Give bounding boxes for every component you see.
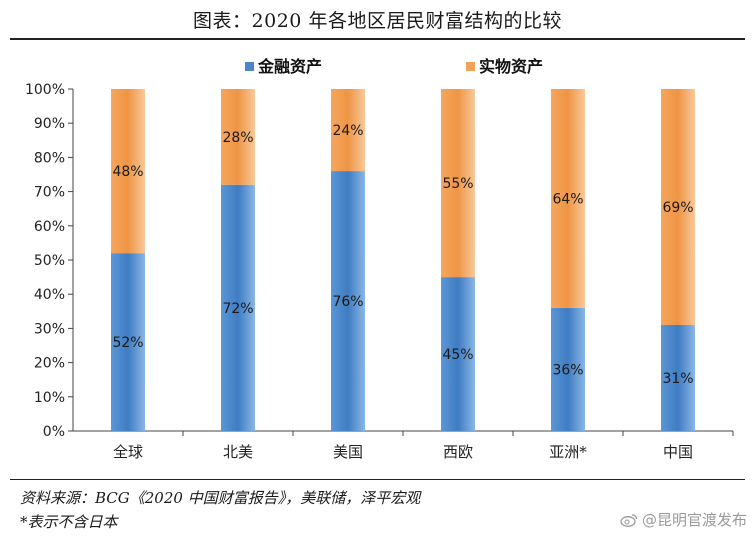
footnote: *表示不含日本 bbox=[20, 513, 118, 531]
legend-swatch bbox=[245, 62, 254, 71]
bar-physical bbox=[551, 89, 585, 308]
bar-physical bbox=[441, 89, 475, 278]
data-label: 28% bbox=[222, 130, 253, 146]
bar-financial bbox=[551, 307, 585, 431]
bar-financial bbox=[661, 324, 695, 431]
bar-physical bbox=[221, 89, 255, 185]
y-tick-label: 40% bbox=[34, 287, 65, 303]
x-tick-label: 西欧 bbox=[443, 443, 473, 461]
y-tick-label: 20% bbox=[34, 356, 65, 372]
y-tick-label: 10% bbox=[34, 390, 65, 406]
bar-financial bbox=[331, 171, 365, 431]
source-note: 资料来源：BCG《2020 中国财富报告》，美联储，泽平宏观 bbox=[20, 489, 421, 507]
bars: 52% 48% 72% 28% 76% 24% 45% 55% 36% 64% 31% 69% bbox=[111, 89, 695, 431]
data-label: 76% bbox=[332, 294, 363, 310]
title-rule bbox=[10, 38, 745, 40]
y-tick-label: 70% bbox=[34, 185, 65, 201]
data-label: 45% bbox=[442, 347, 473, 363]
bar-physical bbox=[111, 89, 145, 254]
data-label: 69% bbox=[662, 200, 693, 216]
x-tick-label: 中国 bbox=[663, 443, 693, 461]
data-label: 36% bbox=[552, 362, 583, 378]
stacked-bar-chart: 金融资产 实物资产 0% 10% 20% 30% 40% 50% 60% 70% 80% 90% 10… bbox=[25, 57, 734, 461]
watermark: @昆明官渡发布 bbox=[620, 509, 747, 530]
legend: 金融资产 实物资产 bbox=[245, 57, 543, 76]
notes: 资料来源：BCG《2020 中国财富报告》，美联储，泽平宏观 *表示不含日本 bbox=[20, 486, 420, 534]
legend-label: 金融资产 bbox=[257, 57, 322, 76]
y-tick-label: 0% bbox=[43, 424, 65, 440]
data-label: 52% bbox=[112, 335, 143, 351]
x-tick-label: 美国 bbox=[333, 443, 363, 461]
data-label: 55% bbox=[442, 176, 473, 192]
weibo-icon bbox=[620, 513, 638, 527]
chart-title: 图表：2020 年各地区居民财富结构的比较 bbox=[193, 10, 562, 32]
bar-physical bbox=[331, 89, 365, 172]
footer-rule bbox=[10, 479, 745, 480]
y-tick-label: 50% bbox=[34, 253, 65, 269]
data-label: 72% bbox=[222, 301, 253, 317]
y-tick-label: 90% bbox=[34, 116, 65, 132]
y-tick-label: 30% bbox=[34, 321, 65, 337]
data-label: 31% bbox=[662, 371, 693, 387]
bar-physical bbox=[661, 89, 695, 325]
bar-financial bbox=[441, 277, 475, 431]
legend-label: 实物资产 bbox=[479, 57, 543, 76]
data-label: 24% bbox=[332, 123, 363, 139]
bar-financial bbox=[221, 184, 255, 431]
data-label: 64% bbox=[552, 191, 583, 207]
y-tick-label: 60% bbox=[34, 219, 65, 235]
y-tick-label: 100% bbox=[25, 82, 65, 98]
x-tick-label: 亚洲* bbox=[549, 443, 587, 461]
y-tick-label: 80% bbox=[34, 150, 65, 166]
legend-swatch bbox=[466, 62, 475, 71]
x-tick-label: 北美 bbox=[223, 443, 253, 461]
data-label: 48% bbox=[112, 164, 143, 180]
axes: 0% 10% 20% 30% 40% 50% 60% 70% 80% 90% 100% 全球 北美 美国 西… bbox=[25, 82, 734, 461]
watermark-text: @昆明官渡发布 bbox=[641, 511, 747, 529]
x-tick-label: 全球 bbox=[113, 443, 143, 461]
bar-financial bbox=[111, 253, 145, 431]
